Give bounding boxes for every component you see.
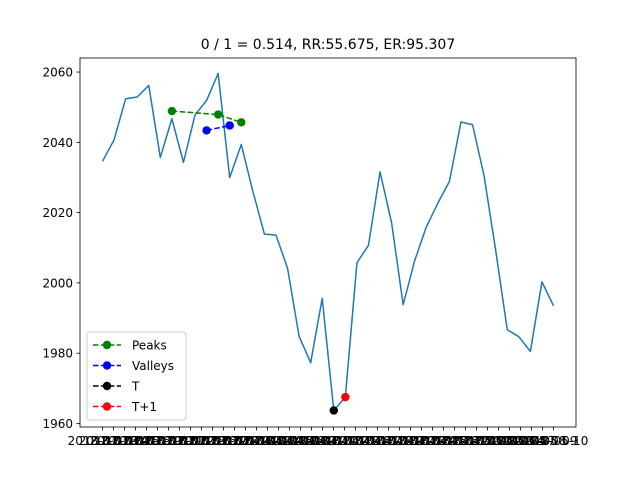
legend: Peaks Valleys T T+1 <box>86 331 187 421</box>
x-tick-label: 2018-03-22 <box>145 434 215 448</box>
y-tick-label: 2020 <box>42 206 73 220</box>
data-point-tplus1 <box>341 392 350 402</box>
x-tick-label: 2018-04-12 <box>299 434 369 448</box>
legend-box <box>86 331 187 421</box>
data-point-t <box>329 406 338 415</box>
x-tick-label: 2018-04-05 <box>244 434 314 448</box>
x-tick-label: 2018-04-30 <box>431 434 501 448</box>
x-tick-label: 2018-03-13 <box>68 434 138 448</box>
legend-label: T <box>131 380 140 394</box>
x-tick-label: 2018-05-09 <box>508 434 578 448</box>
x-tick-label: 2018-04-27 <box>420 434 490 448</box>
x-tick-label: 2018-04-17 <box>332 434 402 448</box>
x-tick-label: 2018-03-23 <box>156 434 226 448</box>
y-tick-label: 1980 <box>42 347 73 361</box>
data-point-valleys <box>225 121 234 130</box>
data-point-peaks <box>237 118 246 127</box>
x-tick-label: 2018-03-14 <box>79 434 149 448</box>
x-tick-label: 2018-04-03 <box>222 434 292 448</box>
y-tick-label: 2060 <box>42 66 73 80</box>
legend-marker <box>102 361 112 370</box>
x-tick-label: 2018-04-19 <box>354 434 424 448</box>
y-tick-label: 2000 <box>42 276 73 290</box>
x-tick-label: 2018-04-24 <box>387 434 457 448</box>
x-tick-label: 2018-05-02 <box>453 434 523 448</box>
x-tick-label: 2018-03-16 <box>101 434 171 448</box>
legend-marker <box>102 381 112 391</box>
x-tick-label: 2018-03-15 <box>90 434 160 448</box>
x-tick-label: 2018-05-07 <box>486 434 556 448</box>
x-tick-label: 2018-04-11 <box>288 434 358 448</box>
x-tick-label: 2018-05-03 <box>464 434 534 448</box>
axes-frame <box>79 57 577 428</box>
x-tick-label: 2018-04-09 <box>266 434 336 448</box>
x-tick-label: 2018-04-13 <box>310 434 380 448</box>
x-tick-label: 2018-05-01 <box>442 434 512 448</box>
x-tick-label: 2018-03-28 <box>189 434 259 448</box>
x-tick-label: 2018-04-02 <box>211 434 281 448</box>
x-tick-label: 2018-03-29 <box>200 434 270 448</box>
x-tick-label: 2018-03-19 <box>112 434 182 448</box>
data-point-peaks <box>167 106 177 116</box>
data-point-valleys <box>202 126 211 135</box>
x-tick-label: 2018-04-06 <box>255 434 325 448</box>
legend-label: Peaks <box>132 339 167 353</box>
x-tick-label: 2018-04-04 <box>233 434 303 448</box>
legend-label: T+1 <box>131 400 157 414</box>
x-tick-label: 2018-03-20 <box>123 434 193 448</box>
y-tick-label: 1960 <box>42 417 73 431</box>
y-tick-label: 2040 <box>42 136 73 150</box>
x-tick-label: 2018-04-18 <box>343 434 413 448</box>
legend-marker <box>102 340 112 350</box>
x-tick-label: 2018-05-04 <box>475 434 545 448</box>
chart-title: 0 / 1 = 0.514, RR:55.675, ER:95.307 <box>201 37 456 53</box>
x-tick-label: 2018-03-21 <box>134 434 204 448</box>
x-tick-label: 2018-03-27 <box>178 434 248 448</box>
plot-area: 1960198020002020204020602018-03-132018-0… <box>42 57 589 448</box>
x-tick-label: 2018-05-10 <box>519 434 589 448</box>
data-point-peaks <box>213 110 223 119</box>
legend-label: Valleys <box>132 359 174 373</box>
x-tick-label: 2018-05-08 <box>497 434 567 448</box>
x-tick-label: 2018-04-23 <box>376 434 446 448</box>
series-line-price <box>101 72 555 412</box>
x-tick-label: 2018-04-26 <box>409 434 479 448</box>
x-tick-label: 2018-04-20 <box>365 434 435 448</box>
x-tick-label: 2018-04-10 <box>277 434 347 448</box>
x-tick-label: 2018-04-25 <box>398 434 468 448</box>
legend-marker <box>102 402 112 411</box>
x-tick-label: 2018-03-26 <box>167 434 237 448</box>
x-tick-label: 2018-04-16 <box>321 434 391 448</box>
